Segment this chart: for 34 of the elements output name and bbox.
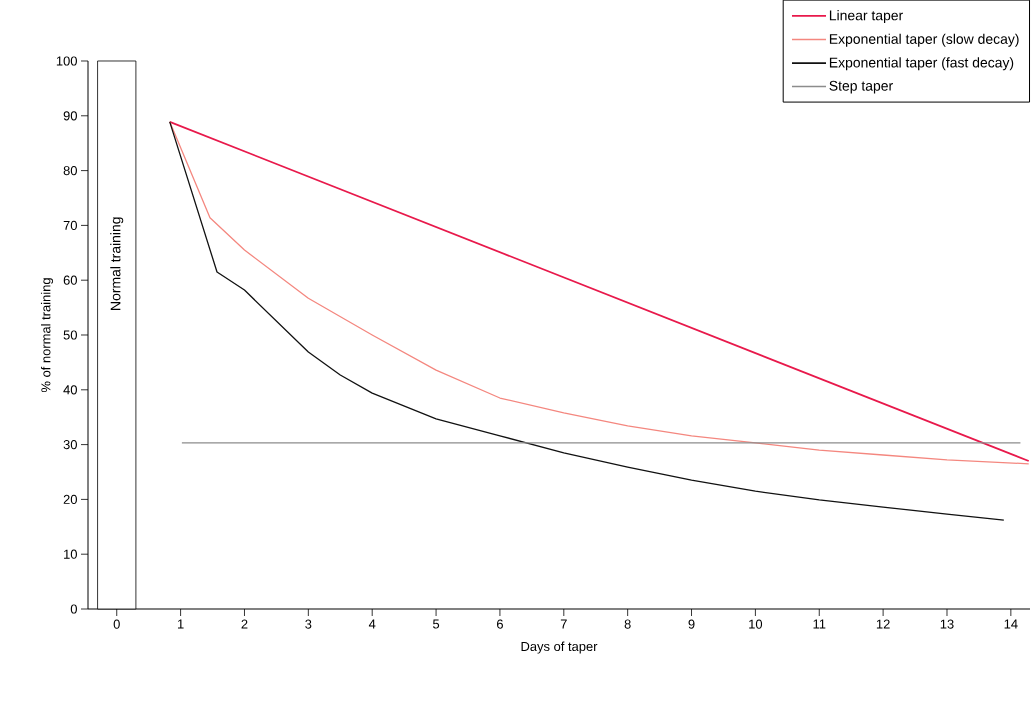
annotation: Normal training: [110, 217, 124, 310]
x-tick-label: 12: [876, 619, 890, 629]
x-tick-label: 7: [560, 619, 567, 629]
x-axis-title: Days of taper: [521, 641, 598, 654]
y-tick-label: 0: [70, 604, 77, 614]
x-tick-label: 6: [496, 619, 503, 629]
x-tick-label: 4: [368, 619, 376, 629]
x-tick-label: 0: [113, 619, 120, 629]
y-tick-label: 90: [63, 111, 77, 121]
y-tick-label: 10: [64, 549, 77, 559]
y-tick-label: 70: [63, 220, 77, 230]
x-tick-label: 1: [177, 619, 184, 629]
x-tick-label: 5: [432, 619, 440, 629]
legend-label: Linear taper: [829, 10, 903, 24]
x-tick-label: 10: [749, 619, 763, 629]
x-tick-label: 2: [241, 619, 248, 629]
line-series: [169, 121, 1005, 521]
x-tick-label: 11: [813, 619, 826, 629]
x-tick-label: 9: [688, 619, 695, 629]
y-tick-label: 50: [63, 330, 77, 340]
x-tick-label: 14: [1004, 619, 1018, 629]
y-tick-label: 100: [56, 56, 77, 66]
x-tick-label: 13: [940, 619, 954, 629]
x-tick-label: 8: [624, 619, 631, 629]
y-axis-title: % of normal training: [40, 278, 54, 393]
legend-label: Exponential taper (slow decay): [829, 33, 1019, 47]
y-tick-label: 80: [63, 166, 77, 176]
legend-label: Exponential taper (fast decay): [829, 57, 1014, 71]
y-tick-label: 20: [63, 494, 77, 504]
y-tick-label: 40: [63, 385, 77, 395]
legend-label: Step taper: [829, 80, 893, 94]
y-tick-label: 60: [63, 275, 77, 285]
x-tick-label: 3: [305, 619, 312, 629]
y-tick-label: 30: [63, 440, 77, 450]
